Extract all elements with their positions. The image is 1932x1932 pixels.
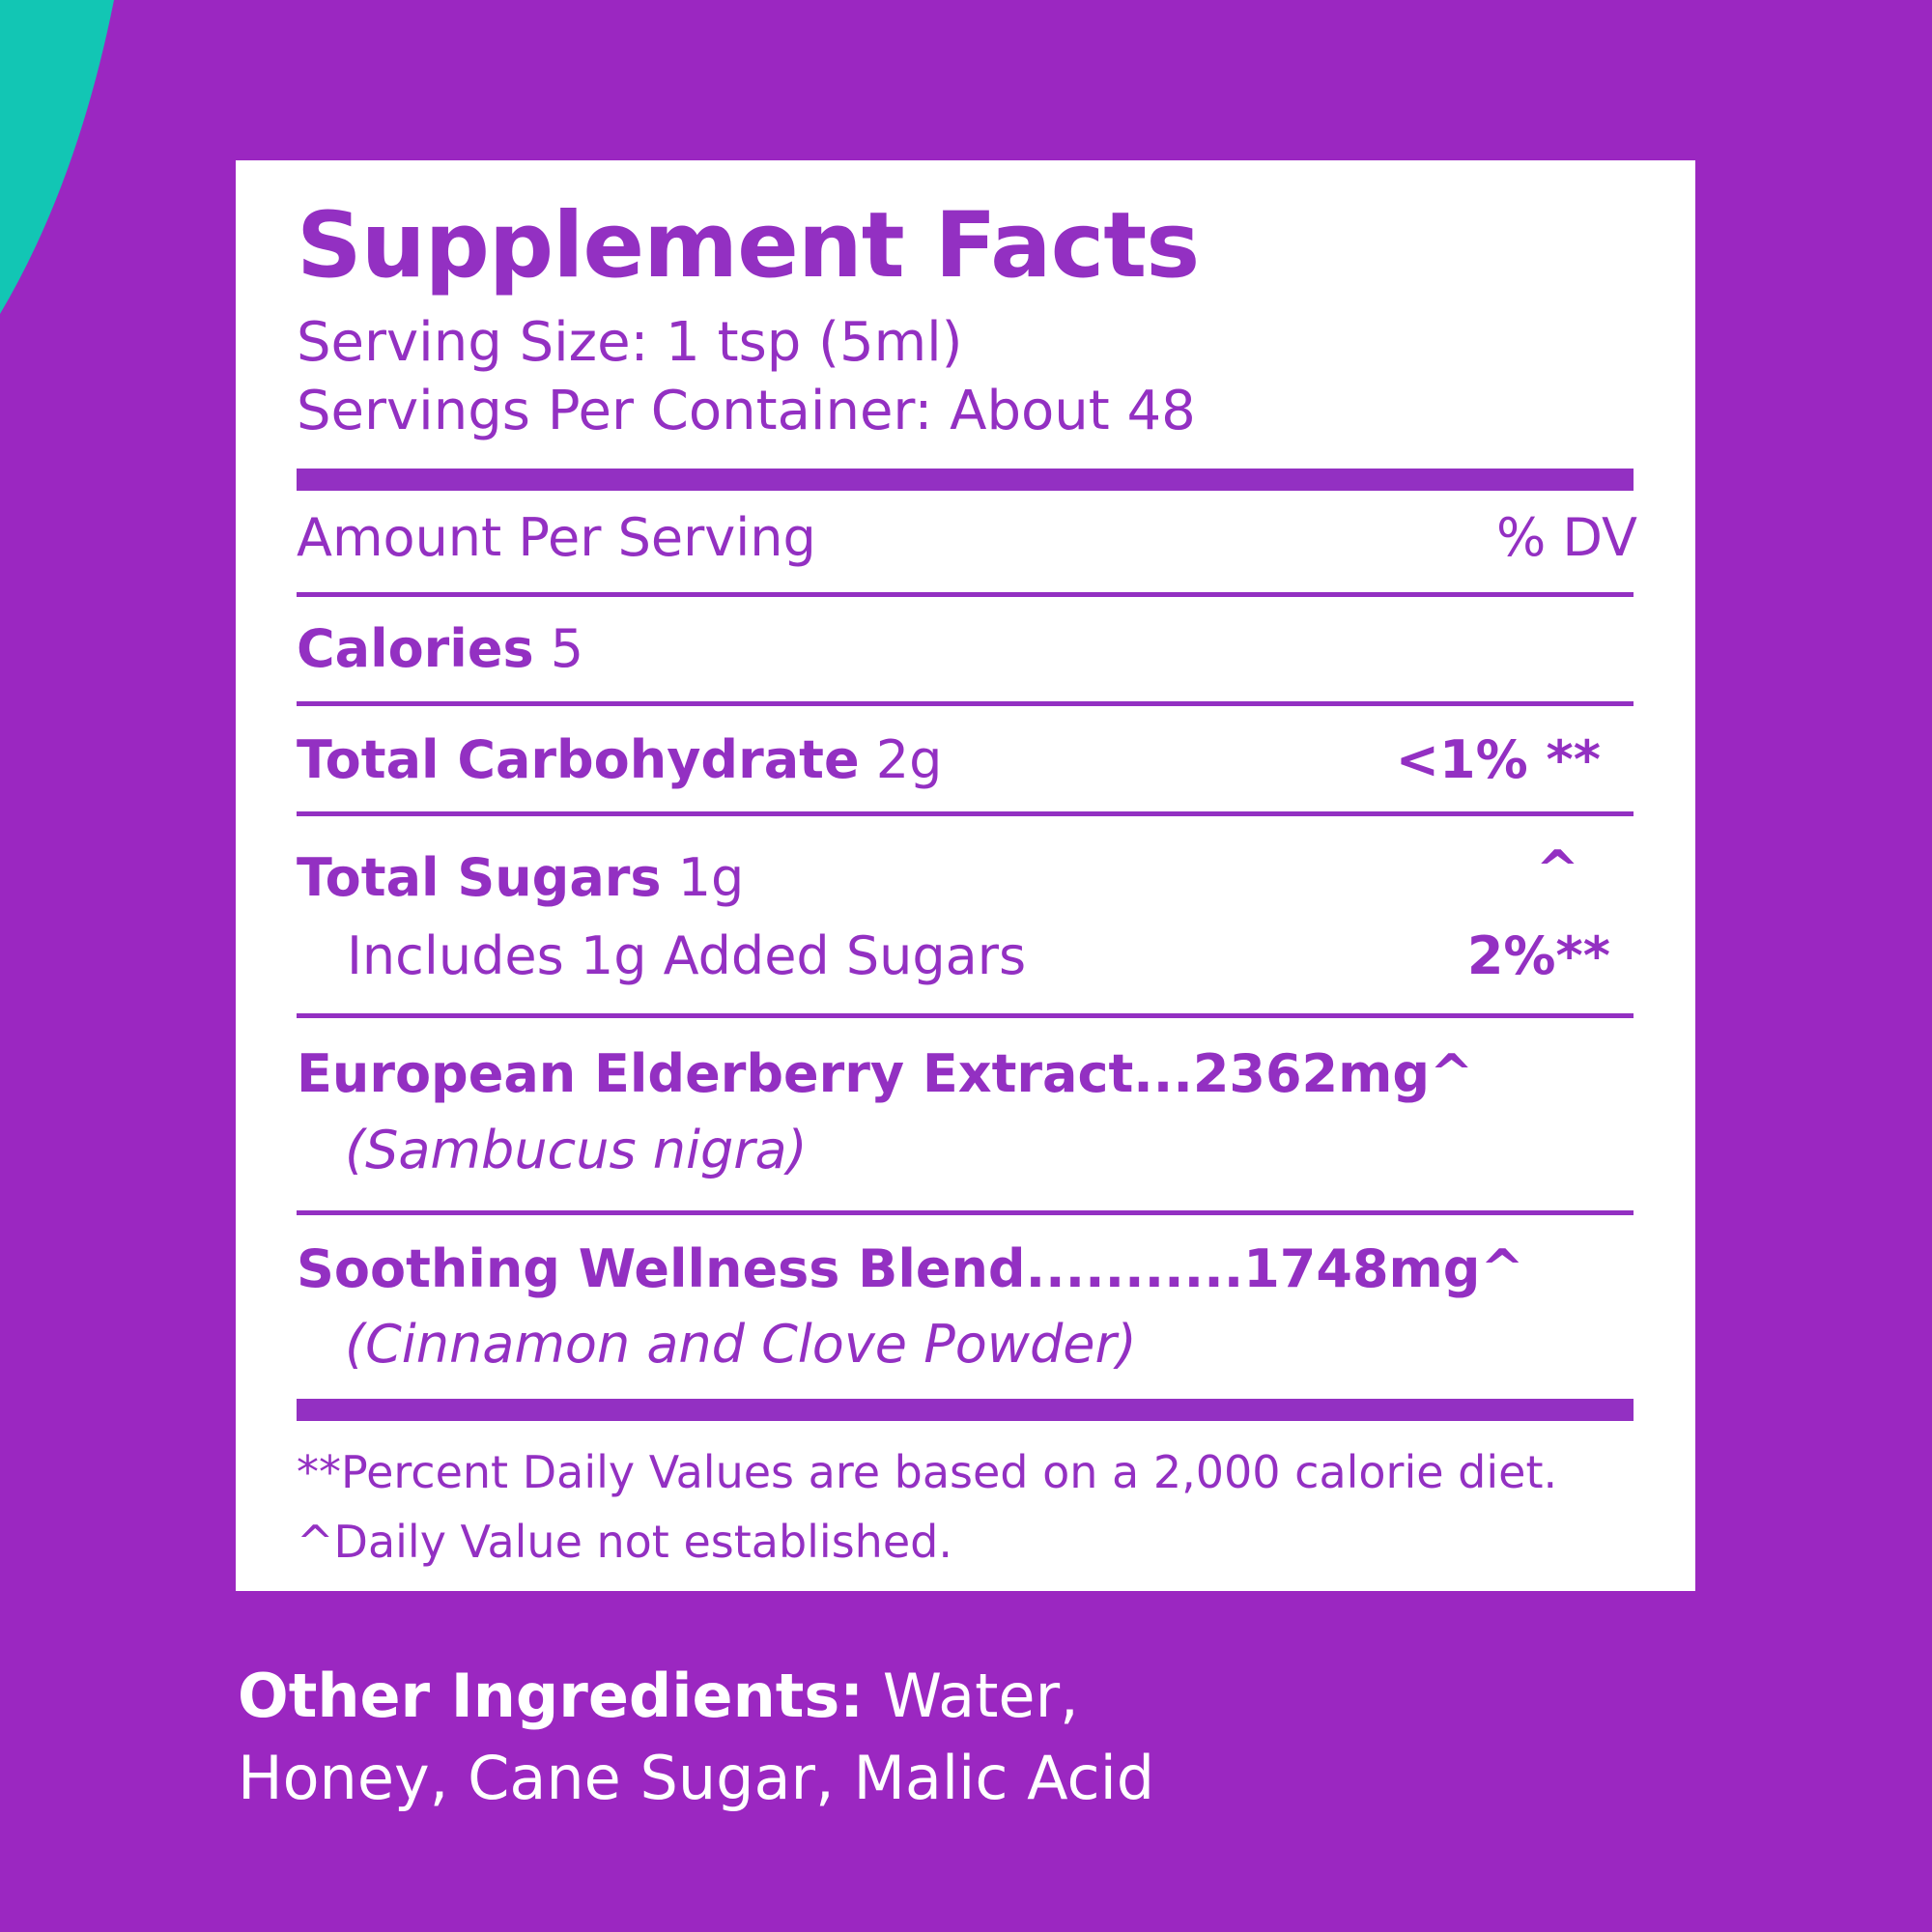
- sugars-row: Total Sugars 1g: [297, 847, 745, 908]
- dv-header: % DV: [1495, 507, 1637, 568]
- sugars-dv: ^: [1535, 839, 1579, 900]
- wellness-blend-contents: (Cinnamon and Clove Powder): [345, 1314, 1137, 1375]
- elderberry-row: European Elderberry Extract...2362mg^: [297, 1043, 1474, 1104]
- divider: [297, 592, 1634, 597]
- other-ingredients-line2: Honey, Cane Sugar, Malic Acid: [238, 1743, 1155, 1813]
- divider: [297, 1013, 1634, 1018]
- supplement-facts-panel: Supplement Facts Serving Size: 1 tsp (5m…: [236, 160, 1695, 1591]
- divider: [297, 701, 1634, 706]
- serving-size: Serving Size: 1 tsp (5ml): [297, 311, 963, 374]
- footnote-dv: **Percent Daily Values are based on a 2,…: [297, 1446, 1558, 1498]
- carbohydrate-dv: <1% **: [1395, 729, 1601, 790]
- added-sugars-dv: 2%**: [1466, 925, 1610, 986]
- divider: [297, 811, 1634, 816]
- elderberry-latin-name: (Sambucus nigra): [345, 1120, 808, 1180]
- servings-per-container: Servings Per Container: About 48: [297, 380, 1196, 442]
- amount-header: Amount Per Serving: [297, 507, 816, 568]
- footnote-not-established: ^Daily Value not established.: [297, 1516, 952, 1568]
- calories-row: Calories 5: [297, 618, 584, 679]
- carbohydrate-row: Total Carbohydrate 2g: [297, 729, 943, 790]
- wellness-blend-row: Soothing Wellness Blend...........1748mg…: [297, 1238, 1524, 1299]
- other-ingredients: Other Ingredients: Water,: [238, 1661, 1079, 1731]
- thick-divider: [297, 469, 1634, 491]
- teal-accent-shape: [0, 0, 114, 314]
- added-sugars-row: Includes 1g Added Sugars: [347, 925, 1027, 986]
- divider: [297, 1210, 1634, 1215]
- thick-divider: [297, 1399, 1634, 1421]
- facts-title: Supplement Facts: [297, 193, 1200, 298]
